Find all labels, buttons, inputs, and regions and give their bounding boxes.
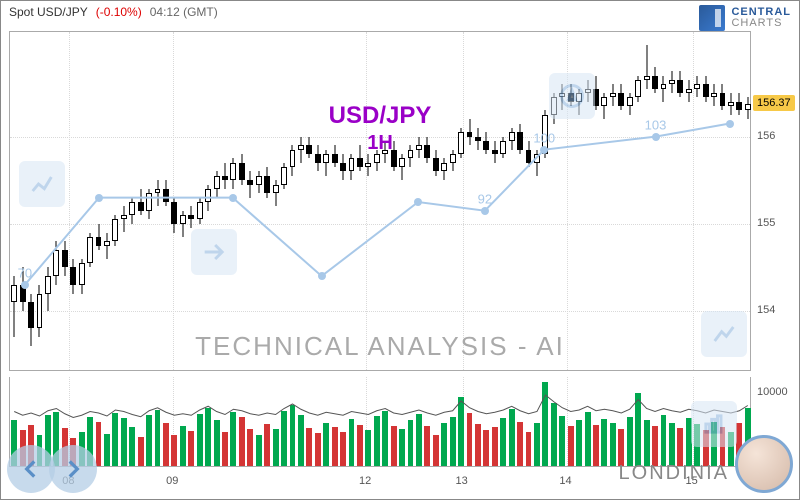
next-button[interactable] xyxy=(49,445,97,493)
trend-icon[interactable] xyxy=(701,311,747,357)
compass-icon[interactable] xyxy=(549,73,595,119)
price-change: (-0.10%) xyxy=(96,5,142,19)
prev-button[interactable] xyxy=(7,445,55,493)
logo-icon xyxy=(699,5,725,31)
price-y-axis: 154155156156.37 xyxy=(753,31,799,371)
arrow-right-icon[interactable] xyxy=(191,229,237,275)
price-chart[interactable]: 7092100103USD/JPY1HTECHNICAL ANALYSIS - … xyxy=(9,31,751,371)
timestamp: 04:12 (GMT) xyxy=(150,5,218,19)
instrument-name: Spot USD/JPY xyxy=(9,5,88,19)
chart-icon[interactable] xyxy=(691,401,737,447)
provider-label: LONDINIA xyxy=(619,462,729,485)
volume-chart[interactable] xyxy=(9,377,751,467)
avatar-icon[interactable] xyxy=(735,435,793,493)
chart-header: Spot USD/JPY (-0.10%) 04:12 (GMT) xyxy=(1,1,799,23)
current-price-tag: 156.37 xyxy=(753,95,795,111)
indicator-icon[interactable] xyxy=(19,161,65,207)
brand-logo[interactable]: CENTRAL CHARTS xyxy=(699,5,791,31)
logo-line2: CHARTS xyxy=(731,18,791,29)
